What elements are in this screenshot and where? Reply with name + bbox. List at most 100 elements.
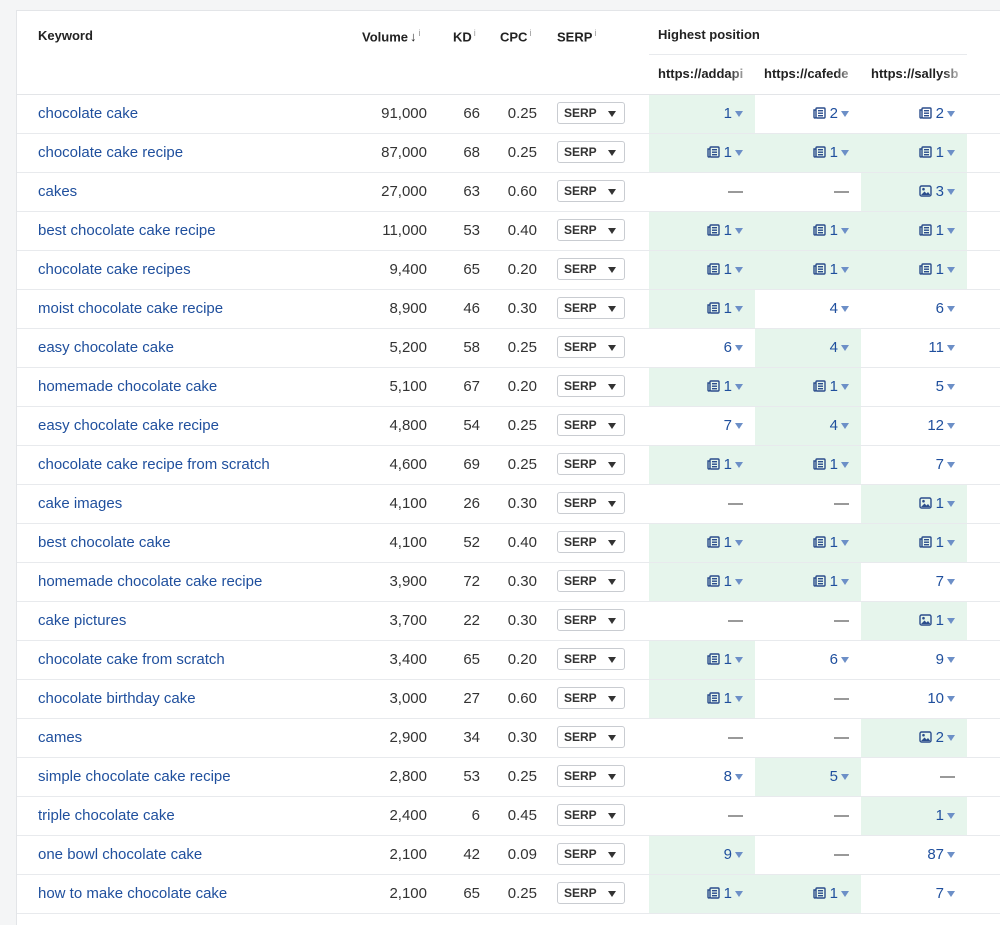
serp-dropdown-button[interactable]: SERP [557,609,625,631]
position-dropdown-icon[interactable] [841,150,849,157]
position-cell[interactable]: 1 [861,212,967,250]
keyword-link[interactable]: cakes [38,183,78,200]
competitor-url-3[interactable]: https://sallysb [871,66,959,81]
serp-dropdown-button[interactable]: SERP [557,453,625,475]
serp-dropdown-button[interactable]: SERP [557,843,625,865]
position-dropdown-icon[interactable] [841,423,849,430]
position-cell[interactable]: 1 [861,602,967,640]
column-header-volume[interactable]: Volume ↓ i [362,28,421,44]
position-dropdown-icon[interactable] [735,150,743,157]
position-cell[interactable]: 7 [861,563,967,601]
serp-dropdown-button[interactable]: SERP [557,570,625,592]
position-cell[interactable]: 1 [755,368,861,406]
serp-dropdown-button[interactable]: SERP [557,219,625,241]
position-dropdown-icon[interactable] [947,657,955,664]
position-cell[interactable]: 10 [861,680,967,718]
position-dropdown-icon[interactable] [947,579,955,586]
position-dropdown-icon[interactable] [735,306,743,313]
info-icon[interactable]: i [529,28,532,38]
position-dropdown-icon[interactable] [947,150,955,157]
info-icon[interactable]: i [594,28,597,38]
keyword-link[interactable]: chocolate cake [38,105,139,122]
serp-dropdown-button[interactable]: SERP [557,882,625,904]
position-cell[interactable]: 2 [755,95,861,133]
keyword-link[interactable]: chocolate cake recipes [38,261,191,278]
position-cell[interactable]: 1 [649,563,755,601]
position-dropdown-icon[interactable] [947,267,955,274]
position-cell[interactable]: 1 [755,251,861,289]
keyword-link[interactable]: triple chocolate cake [38,807,175,824]
keyword-link[interactable]: simple chocolate cake recipe [38,768,231,785]
position-dropdown-icon[interactable] [947,735,955,742]
position-dropdown-icon[interactable] [735,228,743,235]
position-dropdown-icon[interactable] [947,228,955,235]
position-dropdown-icon[interactable] [735,423,743,430]
position-cell[interactable]: 1 [755,563,861,601]
position-cell[interactable]: 4 [755,329,861,367]
position-cell[interactable]: 7 [861,875,967,913]
position-cell[interactable]: 1 [755,875,861,913]
position-cell[interactable]: 1 [649,875,755,913]
serp-dropdown-button[interactable]: SERP [557,414,625,436]
position-cell[interactable]: 7 [649,407,755,445]
serp-dropdown-button[interactable]: SERP [557,726,625,748]
position-cell[interactable]: 1 [649,680,755,718]
keyword-link[interactable]: one bowl chocolate cake [38,846,203,863]
position-dropdown-icon[interactable] [841,774,849,781]
position-cell[interactable]: 1 [649,446,755,484]
position-dropdown-icon[interactable] [841,228,849,235]
position-dropdown-icon[interactable] [841,345,849,352]
position-cell[interactable]: 1 [649,212,755,250]
position-cell[interactable]: 1 [649,95,755,133]
column-header-serp[interactable]: SERP i [557,28,596,44]
serp-dropdown-button[interactable]: SERP [557,297,625,319]
info-icon[interactable]: i [473,28,476,38]
position-dropdown-icon[interactable] [947,540,955,547]
position-dropdown-icon[interactable] [735,384,743,391]
position-dropdown-icon[interactable] [841,384,849,391]
position-cell[interactable]: 1 [861,797,967,835]
serp-dropdown-button[interactable]: SERP [557,102,625,124]
serp-dropdown-button[interactable]: SERP [557,804,625,826]
position-dropdown-icon[interactable] [735,657,743,664]
position-dropdown-icon[interactable] [841,306,849,313]
serp-dropdown-button[interactable]: SERP [557,765,625,787]
competitor-url-1[interactable]: https://addapi [658,66,744,81]
keyword-link[interactable]: moist chocolate cake recipe [38,300,224,317]
position-dropdown-icon[interactable] [841,891,849,898]
position-dropdown-icon[interactable] [735,579,743,586]
serp-dropdown-button[interactable]: SERP [557,258,625,280]
keyword-link[interactable]: cake images [38,495,123,512]
position-cell[interactable]: 7 [861,446,967,484]
keyword-link[interactable]: best chocolate cake [38,534,171,551]
position-cell[interactable]: 9 [861,641,967,679]
keyword-link[interactable]: easy chocolate cake [38,339,174,356]
position-cell[interactable]: 1 [649,290,755,328]
position-cell[interactable]: 6 [861,290,967,328]
column-header-cpc[interactable]: CPC i [500,28,531,44]
serp-dropdown-button[interactable]: SERP [557,375,625,397]
position-dropdown-icon[interactable] [947,345,955,352]
position-cell[interactable]: 8 [649,758,755,796]
position-dropdown-icon[interactable] [841,540,849,547]
position-cell[interactable]: 6 [755,641,861,679]
keyword-link[interactable]: cames [38,729,83,746]
keyword-link[interactable]: cake pictures [38,612,127,629]
position-cell[interactable]: 4 [755,290,861,328]
position-cell[interactable]: 1 [755,524,861,562]
position-dropdown-icon[interactable] [947,852,955,859]
info-icon[interactable]: i [418,28,421,38]
position-dropdown-icon[interactable] [841,657,849,664]
position-cell[interactable]: 2 [861,719,967,757]
position-dropdown-icon[interactable] [735,267,743,274]
position-dropdown-icon[interactable] [735,462,743,469]
position-cell[interactable]: 1 [861,251,967,289]
position-dropdown-icon[interactable] [947,423,955,430]
position-cell[interactable]: 1 [649,368,755,406]
position-dropdown-icon[interactable] [735,891,743,898]
position-cell[interactable]: 1 [649,251,755,289]
position-cell[interactable]: 5 [755,758,861,796]
position-dropdown-icon[interactable] [841,462,849,469]
position-cell[interactable]: 1 [649,524,755,562]
position-cell[interactable]: 12 [861,407,967,445]
